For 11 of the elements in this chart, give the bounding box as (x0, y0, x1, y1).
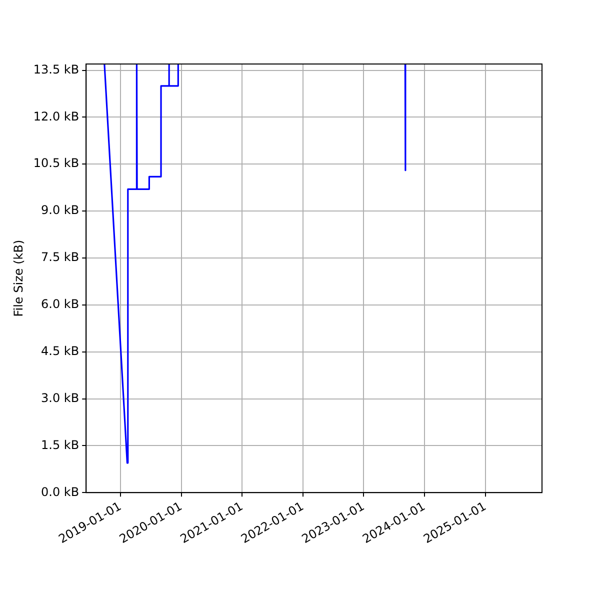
y-tick-label: 7.5 kB (41, 250, 80, 264)
y-axis-title: File Size (kB) (11, 240, 26, 317)
y-tick-label: 6.0 kB (41, 297, 80, 312)
y-tick-label: 9.0 kB (41, 203, 80, 218)
y-tick-label: 13.5 kB (33, 62, 80, 76)
y-tick-label: 10.5 kB (33, 156, 80, 170)
y-tick-label: 0.0 kB (41, 484, 80, 499)
y-tick-label: 3.0 kB (41, 390, 80, 405)
y-tick-label: 1.5 kB (41, 438, 80, 452)
y-tick-label: 4.5 kB (41, 344, 80, 358)
y-tick-label: 12.0 kB (33, 109, 80, 124)
